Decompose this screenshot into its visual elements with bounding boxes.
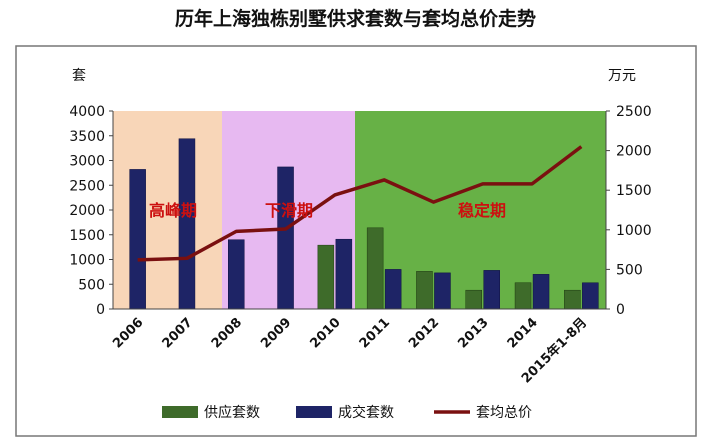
x-tick-label: 2013 [455, 315, 491, 351]
x-tick-label: 2014 [505, 315, 541, 351]
left-tick-label: 1500 [69, 228, 105, 244]
deal-bar [277, 166, 294, 310]
left-tick-label: 500 [78, 277, 105, 293]
deal-bar [532, 274, 550, 310]
legend-label: 成交套数 [338, 404, 394, 421]
deal-bar [129, 169, 146, 310]
left-tick-label: 2000 [69, 203, 105, 219]
right-tick-label: 0 [616, 302, 625, 318]
x-tick-label: 2008 [209, 315, 245, 351]
deal-bar [228, 239, 245, 310]
supply-bar [514, 282, 532, 310]
deal-bar [384, 269, 402, 310]
phase-label: 稳定期 [458, 201, 506, 220]
legend-label: 供应套数 [204, 404, 260, 421]
left-tick-label: 4000 [69, 104, 105, 120]
left-tick-label: 1000 [69, 253, 105, 269]
price-line [137, 145, 583, 262]
x-tick-label: 2012 [406, 315, 442, 351]
right-tick-label: 500 [616, 262, 643, 278]
legend-swatch [162, 406, 198, 418]
supply-bar [416, 271, 433, 310]
deal-bar [582, 282, 599, 310]
x-tick-label: 2011 [357, 315, 393, 351]
chart-title: 历年上海独栋别墅供求套数与套均总价走势 [174, 8, 536, 30]
left-tick-label: 0 [96, 302, 105, 318]
legend-label: 套均总价 [476, 405, 532, 421]
x-tick-label: 2009 [258, 315, 294, 351]
deal-bar [178, 138, 196, 310]
deal-bar [434, 272, 451, 310]
supply-bar [564, 289, 581, 310]
phase-label: 下滑期 [265, 201, 313, 220]
supply-bar [317, 244, 335, 310]
x-tick-label: 2010 [307, 315, 343, 351]
deal-bar [335, 238, 353, 310]
left-tick-label: 2500 [69, 178, 105, 194]
left-axis-unit: 套 [72, 68, 86, 84]
left-tick-label: 3500 [69, 129, 105, 145]
x-tick-label: 2007 [160, 315, 196, 351]
right-tick-label: 1000 [616, 223, 652, 239]
deal-bar [483, 270, 500, 310]
supply-bar [366, 227, 384, 310]
left-tick-label: 3000 [69, 154, 105, 170]
legend-swatch [296, 406, 332, 418]
chart-frame [15, 45, 697, 437]
right-tick-label: 2500 [616, 104, 652, 120]
right-axis-unit: 万元 [608, 68, 636, 84]
right-tick-label: 2000 [616, 144, 652, 160]
right-tick-label: 1500 [616, 183, 652, 199]
x-tick-label: 2006 [110, 315, 146, 351]
supply-bar [465, 289, 482, 310]
phase-label: 高峰期 [149, 201, 197, 220]
